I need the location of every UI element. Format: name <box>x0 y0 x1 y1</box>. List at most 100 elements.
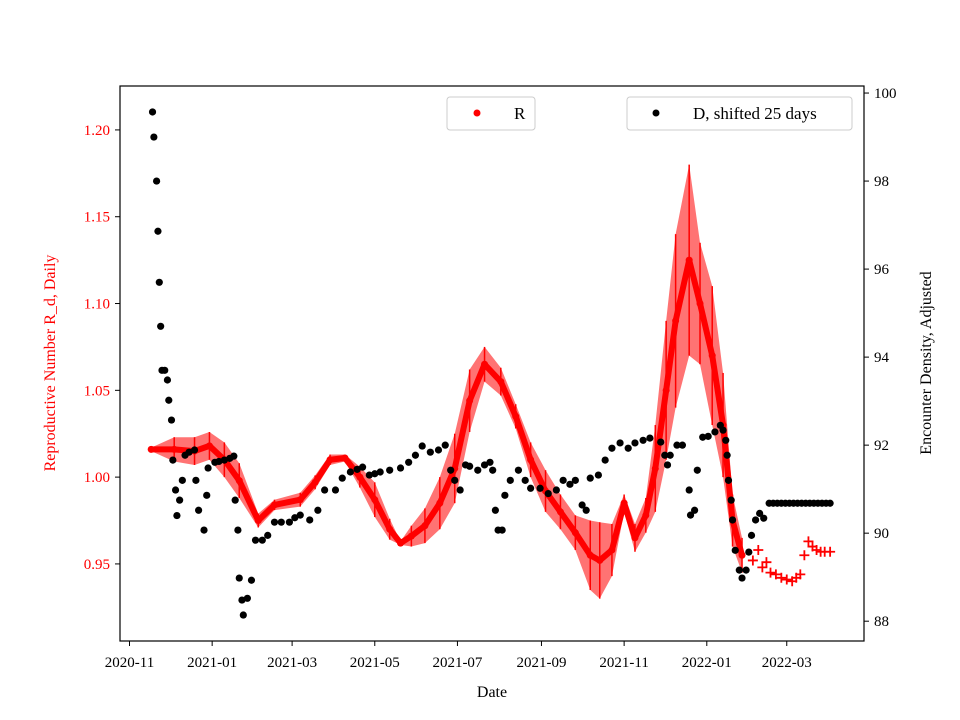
r-point <box>397 539 405 547</box>
d-point <box>173 511 181 520</box>
legend-r-box <box>446 96 536 131</box>
d-point <box>826 499 834 507</box>
x-axis-label: Date <box>477 684 507 701</box>
d-point <box>678 441 687 449</box>
r-point <box>685 256 693 264</box>
d-point <box>157 322 165 330</box>
d-point <box>220 456 228 464</box>
right-y-axis-label: Encounter Density, Adjusted <box>918 271 935 454</box>
d-point <box>728 516 737 524</box>
d-point <box>204 464 212 472</box>
r-errorbar-band <box>151 164 743 599</box>
d-point <box>285 518 293 526</box>
d-point <box>195 506 203 514</box>
d-point <box>411 451 420 459</box>
r-point <box>662 386 670 394</box>
d-point <box>693 466 701 474</box>
d-point <box>365 471 373 479</box>
d-point <box>243 594 251 602</box>
d-point <box>521 476 529 484</box>
legend-r-marker <box>473 109 481 117</box>
d-point <box>616 439 624 447</box>
d-point <box>466 462 474 470</box>
r-point <box>407 532 415 540</box>
r-point <box>738 551 746 559</box>
d-point <box>386 466 394 474</box>
right-y-tick-label: 90 <box>874 526 889 542</box>
d-point <box>474 466 482 474</box>
d-point <box>738 574 746 582</box>
d-point <box>657 438 665 446</box>
r-point <box>708 352 716 360</box>
d-point <box>639 436 647 444</box>
r-plus-point <box>799 550 810 561</box>
legend-r: R <box>446 96 536 131</box>
d-point <box>235 574 243 582</box>
d-point <box>747 531 756 539</box>
d-point <box>396 464 405 472</box>
r-point <box>481 360 489 368</box>
r-point <box>371 496 379 504</box>
x-tick-label: 2021-11 <box>599 655 648 671</box>
d-point <box>456 486 464 494</box>
d-point <box>646 434 654 442</box>
d-point <box>501 491 509 499</box>
right-y-axis: 88 90 92 94 96 98 100 <box>864 86 897 630</box>
d-point <box>154 227 162 235</box>
r-point <box>254 517 262 525</box>
d-point <box>258 536 266 544</box>
d-point <box>566 480 574 488</box>
d-point <box>608 444 616 452</box>
d-point <box>486 458 494 466</box>
d-point <box>264 531 272 539</box>
d-point <box>163 376 172 384</box>
d-point <box>631 439 639 447</box>
d-point <box>624 444 632 452</box>
left-y-tick-label: 1.05 <box>84 383 110 399</box>
left-y-tick-label: 1.15 <box>84 210 110 226</box>
d-point <box>238 596 246 604</box>
r-point <box>620 499 628 507</box>
r-point <box>696 300 704 308</box>
d-point <box>161 366 169 374</box>
d-point <box>346 468 354 476</box>
r-plus-point <box>747 555 758 566</box>
plot-marks <box>147 108 836 619</box>
d-point <box>735 566 743 574</box>
r-point <box>642 511 650 519</box>
r-point <box>672 317 680 325</box>
left-y-tick-label: 0.95 <box>84 557 110 573</box>
d-point <box>578 501 586 509</box>
d-point <box>704 432 712 440</box>
r-point <box>421 522 429 530</box>
d-point <box>663 461 672 469</box>
d-point <box>480 461 489 469</box>
plot-frame <box>119 85 865 642</box>
r-point <box>586 551 594 559</box>
r-point <box>341 454 349 462</box>
d-point <box>251 536 260 544</box>
d-point <box>673 441 681 449</box>
legend-d-marker <box>652 109 660 117</box>
d-point <box>719 426 727 434</box>
d-point <box>247 576 256 584</box>
d-point <box>185 448 193 456</box>
d-point <box>727 496 735 504</box>
d-point <box>686 511 695 519</box>
d-point <box>277 518 285 526</box>
r-point <box>356 473 364 481</box>
d-point <box>426 448 434 456</box>
d-point <box>514 466 523 474</box>
r-plus-point <box>770 569 781 580</box>
r-point <box>170 445 178 453</box>
d-point <box>165 396 173 404</box>
left-y-tick-label: 1.00 <box>84 470 110 486</box>
d-point <box>358 463 367 471</box>
r-point <box>527 456 535 464</box>
d-point <box>155 278 163 286</box>
d-point <box>296 511 304 519</box>
d-point <box>661 451 669 459</box>
r-point <box>466 397 474 405</box>
d-point <box>353 465 361 473</box>
d-point <box>751 516 760 524</box>
